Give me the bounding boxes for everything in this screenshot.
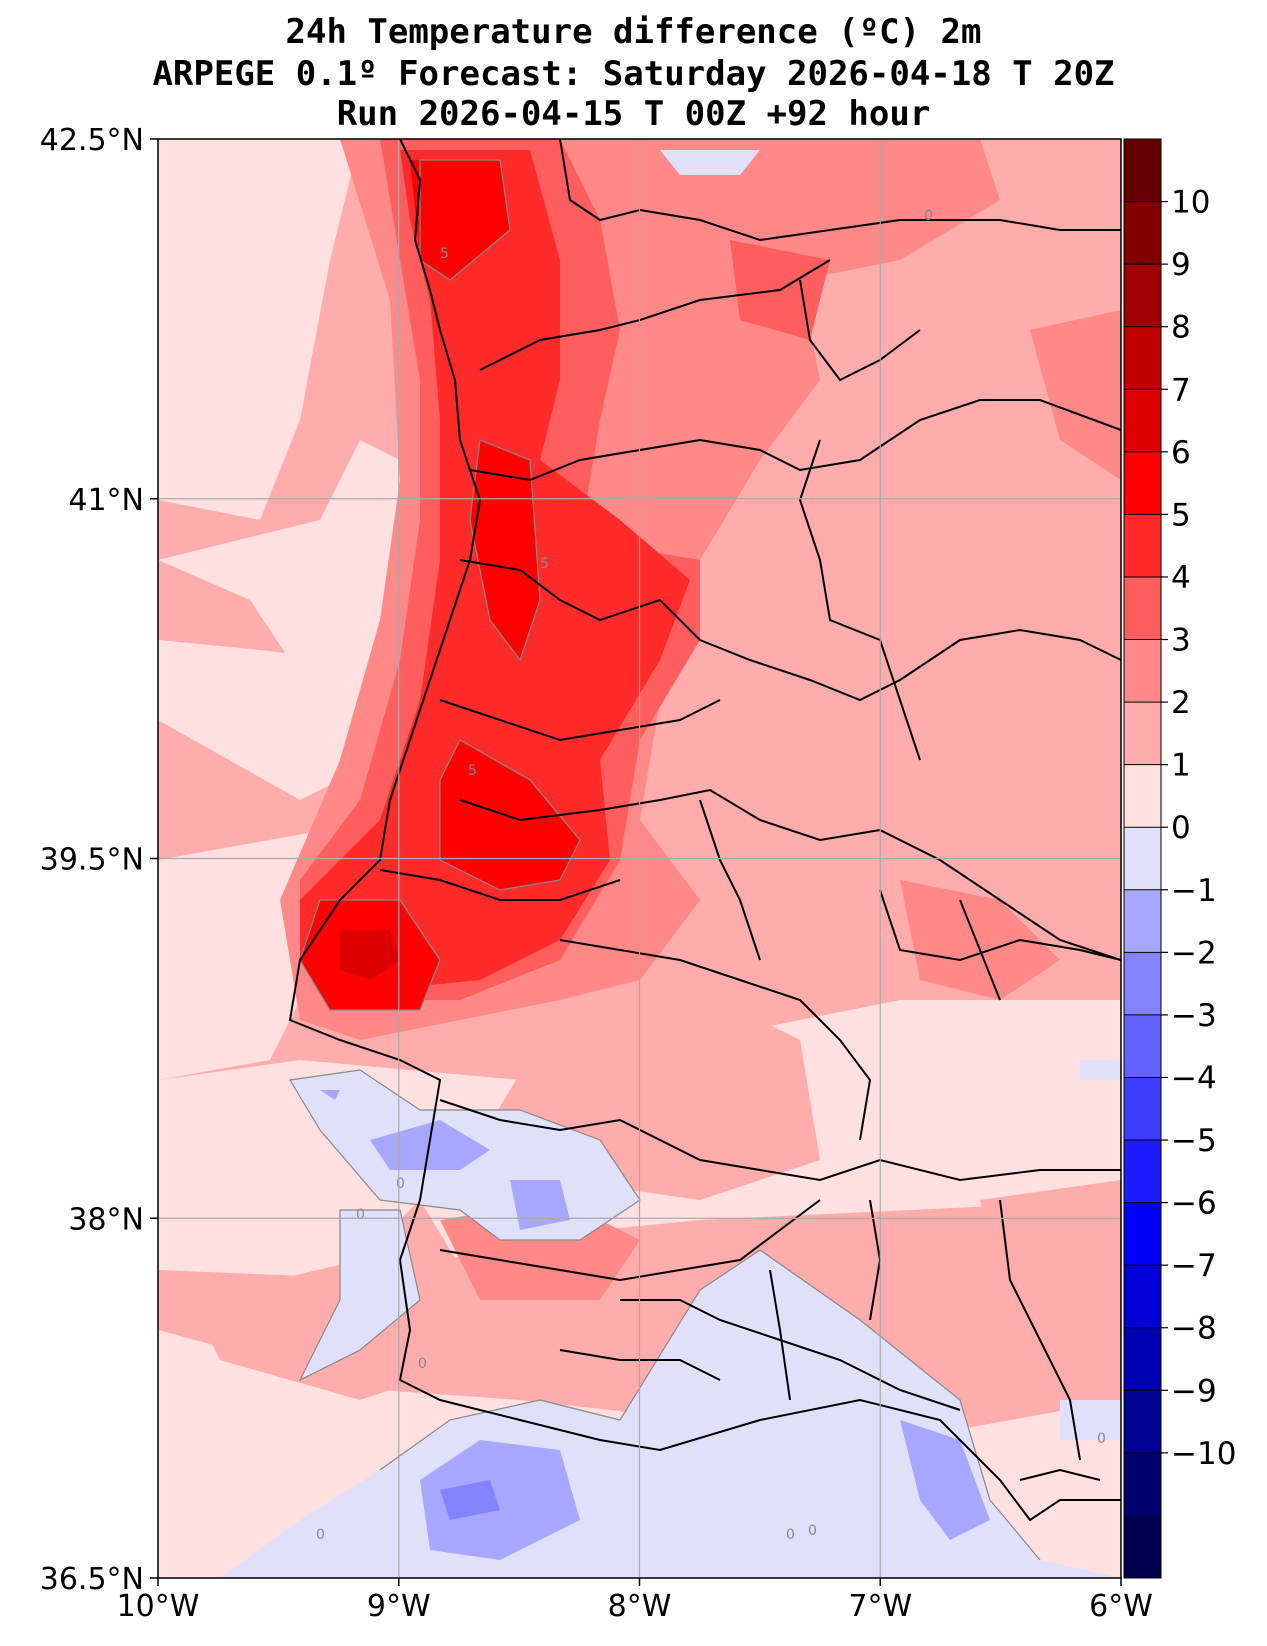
colorbar-segment (1124, 264, 1161, 328)
colorbar-tick-label: −1 (1171, 873, 1217, 909)
lat-tick-label: 42.5°N (40, 123, 144, 158)
colorbar-segment (1124, 827, 1161, 891)
contour-lines (289, 159, 1041, 1561)
colorbar-tick-label: 7 (1171, 372, 1191, 408)
anomaly-neg2-to-neg3 (440, 1480, 500, 1520)
title-line-3: Run 2026-04-15 T 00Z +92 hour (336, 94, 931, 134)
contour-label: 0 (924, 208, 933, 224)
colorbar-tick-label: 2 (1171, 685, 1191, 721)
colorbar-tick-label: −10 (1171, 1436, 1236, 1472)
lat-tick-label: 39.5°N (40, 843, 144, 878)
colorbar-segment (1124, 326, 1161, 390)
colorbar-tick-label: −6 (1171, 1186, 1217, 1222)
colorbar-segment (1124, 139, 1161, 203)
longitude-axis: 10°W 9°W 8°W 7°W 6°W (117, 1578, 1153, 1624)
contour-label: 0 (316, 1527, 325, 1543)
colorbar-segment (1124, 1452, 1161, 1516)
colorbar-segment (1124, 389, 1161, 453)
colorbar-segment (1124, 764, 1161, 828)
lon-tick-label: 6°W (1089, 1589, 1153, 1624)
colorbar-tick-label: −5 (1171, 1123, 1217, 1159)
colorbar-segment (1124, 451, 1161, 515)
contour-label: 0 (786, 1527, 795, 1543)
colorbar-frame (1123, 138, 1162, 1579)
colorbar-segment (1124, 1202, 1161, 1266)
colorbar-segment (1124, 1140, 1161, 1204)
colorbar-segment (1124, 1014, 1161, 1078)
colorbar-tick-label: 4 (1171, 560, 1191, 596)
colorbar-segment (1124, 514, 1161, 578)
contour-label: 5 (440, 246, 449, 262)
contour-labels: 5 5 5 0 0 0 0 0 0 0 0 (316, 208, 1106, 1543)
colorbar-tick-label: 0 (1171, 810, 1191, 846)
colorbar-segment (1124, 1515, 1161, 1579)
coastline-and-borders (288, 139, 1121, 1522)
anomaly-neg1-to-neg2 (320, 1090, 990, 1560)
anomaly-6-to-7 (340, 930, 400, 980)
colorbar-tick-label: −7 (1171, 1248, 1217, 1284)
colorbar-segment (1124, 639, 1161, 703)
colorbar-segment (1124, 702, 1161, 766)
colorbar-tick-label: −4 (1171, 1060, 1217, 1096)
title-line-2: ARPEGE 0.1º Forecast: Saturday 2026-04-1… (152, 54, 1115, 94)
lon-tick-label: 9°W (367, 1589, 431, 1624)
colorbar-segment (1124, 1265, 1161, 1329)
contour-label: 0 (808, 1523, 817, 1539)
colorbar-tick-label: 6 (1171, 435, 1191, 471)
title-line-1: 24h Temperature difference (ºC) 2m (285, 12, 982, 52)
colorbar-segment (1124, 952, 1161, 1016)
colorbar-tick-label: 10 (1171, 185, 1210, 221)
lon-tick-label: 8°W (608, 1589, 672, 1624)
contour-label: 0 (418, 1356, 427, 1372)
contour-label: 0 (1097, 1431, 1106, 1447)
contour-label: 5 (468, 763, 477, 779)
colorbar-segment (1124, 1077, 1161, 1141)
colorbar-tick-label: −2 (1171, 935, 1217, 971)
colorbar-tick-label: 8 (1171, 310, 1191, 346)
lat-tick-label: 38°N (68, 1202, 144, 1237)
lat-tick-label: 41°N (68, 483, 144, 518)
lon-tick-label: 10°W (117, 1589, 200, 1624)
colorbar-segment (1124, 201, 1161, 265)
lon-tick-label: 7°W (848, 1589, 912, 1624)
colorbar-tick-label: −3 (1171, 998, 1217, 1034)
colorbar-segment (1124, 889, 1161, 953)
contour-label: 5 (540, 556, 549, 572)
colorbar-tick-label: 1 (1171, 748, 1191, 784)
contour-label: 0 (356, 1207, 365, 1223)
latitude-axis: 42.5°N 41°N 39.5°N 38°N 36.5°N (40, 123, 158, 1597)
colorbar-tick-label: 5 (1171, 497, 1191, 533)
contour-label: 0 (396, 1176, 405, 1192)
colorbar-segment (1124, 1390, 1161, 1454)
colorbar-tick-label: −8 (1171, 1311, 1217, 1347)
colorbar-tick-label: 9 (1171, 247, 1191, 283)
colorbar-tick-label: −9 (1171, 1373, 1217, 1409)
colorbar-segment (1124, 576, 1161, 641)
lat-tick-label: 36.5°N (40, 1562, 144, 1597)
colorbar-segment (1124, 1327, 1161, 1391)
colorbar-tick-label: 3 (1171, 623, 1191, 659)
